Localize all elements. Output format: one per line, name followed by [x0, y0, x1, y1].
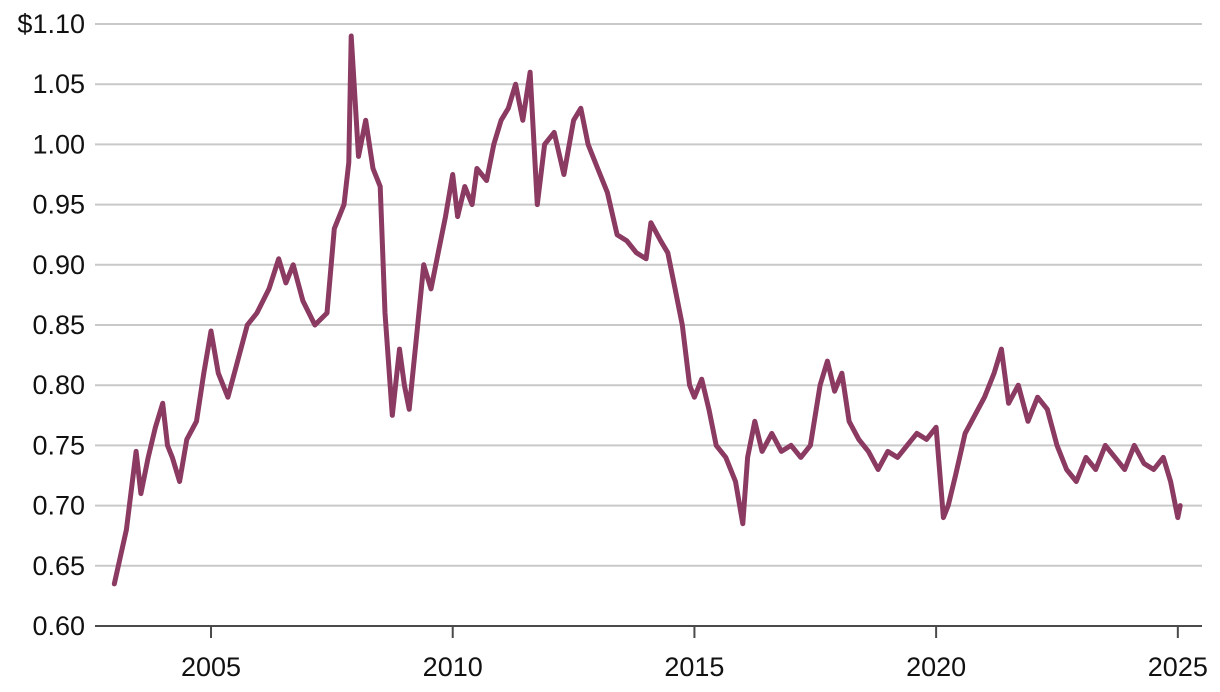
label-layer: 0.60 0.65 0.70 0.75 0.80 0.85 0.90 0.95 1.00 1.05… [17, 9, 1207, 682]
x-tick-label: 2015 [664, 652, 724, 682]
x-tick-label: 2005 [181, 652, 241, 682]
x-tick-label: 2010 [423, 652, 483, 682]
series-layer [111, 33, 1183, 587]
y-tick-label: 1.05 [32, 69, 85, 99]
series-line [111, 33, 1183, 587]
y-tick-label: 1.00 [32, 129, 85, 159]
x-tick-label: 2025 [1148, 652, 1208, 682]
y-tick-label: $1.10 [17, 9, 85, 39]
x-tick-label: 2020 [906, 652, 966, 682]
y-tick-label: 0.90 [32, 250, 85, 280]
y-tick-label: 0.60 [32, 611, 85, 641]
grid-layer [95, 23, 1202, 567]
y-tick-label: 0.65 [32, 551, 85, 581]
y-tick-label: 0.80 [32, 370, 85, 400]
y-tick-label: 0.70 [32, 491, 85, 521]
y-tick-label: 0.75 [32, 430, 85, 460]
y-tick-label: 0.95 [32, 190, 85, 220]
y-tick-label: 0.85 [32, 310, 85, 340]
axis-layer [95, 625, 1202, 638]
